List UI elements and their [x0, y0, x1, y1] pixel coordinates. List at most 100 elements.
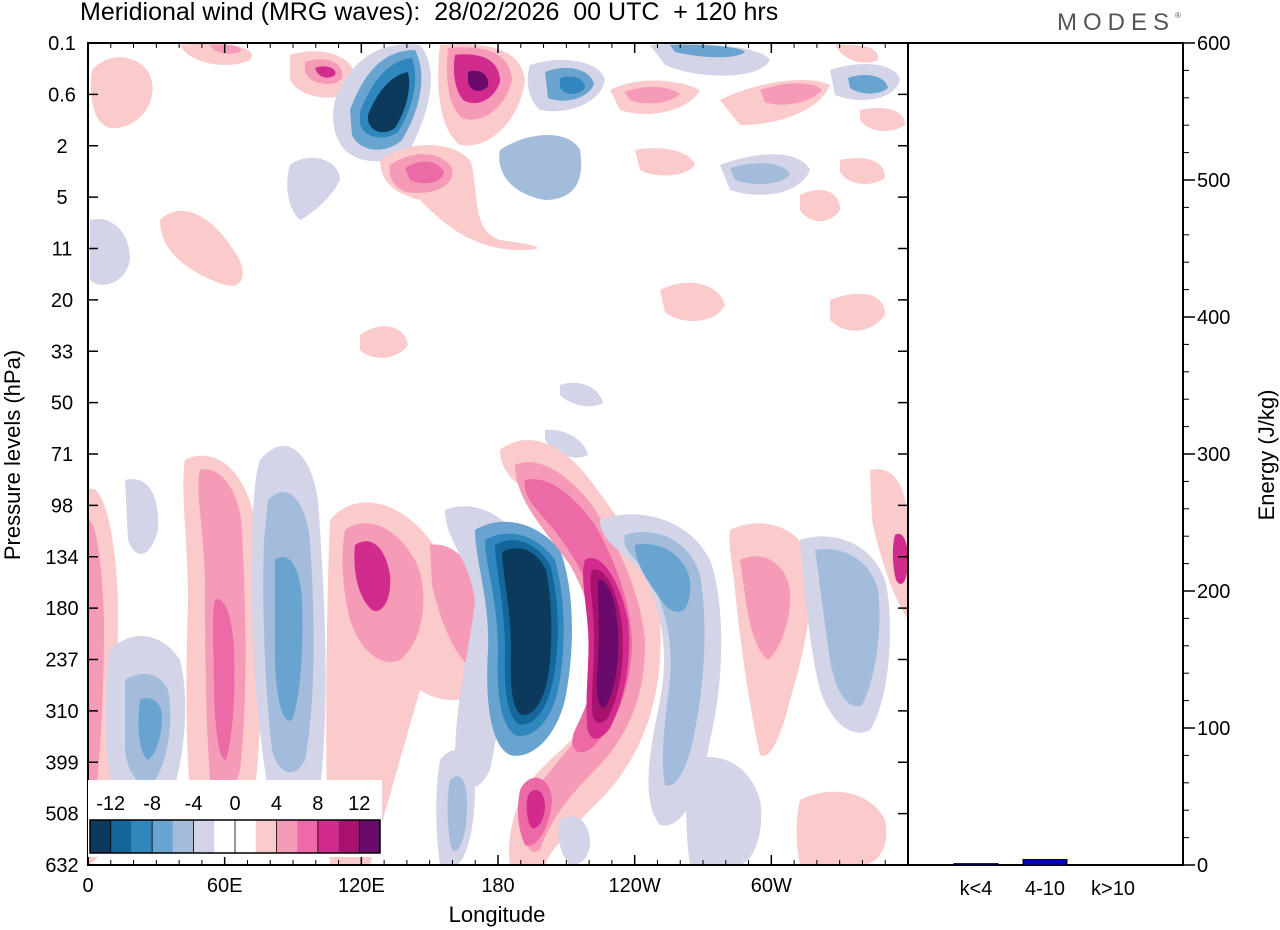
contour-region — [796, 791, 887, 865]
colorbar-tick-label: -8 — [143, 793, 161, 815]
contour-region — [560, 76, 585, 94]
colorbar-tick-label: 0 — [229, 793, 240, 815]
contour-region — [635, 148, 695, 176]
contour-region — [354, 541, 391, 611]
pressure-tick-label: 134 — [45, 547, 78, 569]
energy-tick-label: 100 — [1197, 718, 1230, 740]
pressure-tick-label: 2 — [56, 136, 67, 158]
contour-region — [830, 293, 885, 331]
colorbar-tick-label: 12 — [348, 793, 370, 815]
energy-tick-label: 600 — [1197, 33, 1230, 55]
contour-region — [125, 479, 159, 554]
energy-bar-group: k<4 4-10 k>10 — [953, 859, 1135, 900]
registered-mark: ® — [1175, 11, 1181, 20]
contour-region — [835, 44, 879, 63]
pressure-axis-label: Pressure levels (hPa) — [0, 350, 25, 560]
pressure-tick-label: 20 — [51, 290, 73, 312]
contour-region — [160, 210, 243, 286]
colorbar-swatch — [359, 820, 380, 853]
longitude-tick-label: 60E — [207, 875, 243, 897]
contour-region — [90, 219, 130, 285]
energy-category-label: 4-10 — [1025, 878, 1065, 900]
contour-region — [686, 756, 762, 865]
contour-region — [405, 161, 444, 184]
pressure-tick-label: 71 — [51, 444, 73, 466]
contour-region — [287, 157, 340, 220]
colorbar: -12 -8 -4 0 4 8 12 — [88, 780, 382, 857]
energy-tick-label: 400 — [1197, 307, 1230, 329]
colorbar-swatch — [193, 820, 215, 853]
pressure-tick-label: 237 — [45, 650, 78, 672]
contour-region — [499, 135, 582, 200]
pressure-tick-label: 0.1 — [48, 33, 76, 55]
contour-region — [660, 282, 725, 322]
modes-logo: MODES® — [1057, 9, 1181, 37]
energy-axis: 0 100 200 300 400 500 600 — [1183, 33, 1230, 877]
contour-region — [860, 107, 905, 132]
contour-region — [635, 544, 691, 612]
colorbar-swatch — [90, 820, 111, 853]
contour-region — [360, 326, 408, 358]
contour-field — [88, 43, 908, 865]
colorbar-swatch — [317, 820, 339, 853]
energy-bar — [1022, 859, 1068, 866]
energy-category-label: k>10 — [1091, 878, 1135, 900]
pressure-tick-label: 11 — [52, 239, 73, 261]
contour-region — [502, 548, 552, 715]
colorbar-swatch — [338, 820, 360, 853]
longitude-tick-label: 0 — [82, 875, 93, 897]
colorbar-swatch — [255, 820, 277, 853]
pressure-tick-label: 310 — [45, 701, 78, 723]
contour-region — [558, 816, 590, 865]
contour-region — [447, 776, 468, 851]
contour-region — [840, 158, 885, 184]
contour-region — [892, 533, 908, 584]
contour-region — [800, 190, 840, 222]
longitude-tick-label: 120E — [338, 875, 385, 897]
contour-region — [210, 44, 241, 54]
contour-region — [213, 599, 235, 760]
colorbar-tick-label: -12 — [96, 793, 125, 815]
energy-tick-label: 0 — [1197, 855, 1208, 877]
contour-region — [90, 57, 153, 129]
logo-text: MODES — [1057, 9, 1176, 36]
contour-region — [138, 698, 162, 760]
contour-region — [275, 556, 303, 721]
colorbar-swatch — [110, 820, 132, 853]
pressure-tick-label: 632 — [45, 855, 78, 877]
energy-tick-label: 500 — [1197, 170, 1230, 192]
contour-region — [526, 789, 545, 829]
colorbar-swatch — [131, 820, 153, 853]
colorbar-tick-label: 4 — [271, 793, 282, 815]
colorbar-swatch — [172, 820, 194, 853]
energy-category-label: k<4 — [960, 878, 993, 900]
energy-tick-label: 200 — [1197, 581, 1230, 603]
colorbar-tick-label: -4 — [185, 793, 203, 815]
longitude-axis: 0 60E 120E 180 120W 60W — [82, 43, 886, 897]
chart-title: Meridional wind (MRG waves): 28/02/2026 … — [80, 0, 779, 26]
contour-region — [315, 66, 336, 78]
pressure-tick-label: 50 — [51, 393, 73, 415]
pressure-tick-label: 180 — [45, 598, 78, 620]
contour-region — [815, 548, 880, 707]
contour-region — [625, 86, 680, 104]
contour-region — [560, 382, 603, 407]
colorbar-swatch — [214, 820, 235, 853]
energy-tick-label: 300 — [1197, 444, 1230, 466]
contour-region — [515, 461, 646, 852]
colorbar-swatch — [297, 820, 318, 853]
colorbar-tick-label: 8 — [312, 793, 323, 815]
pressure-tick-label: 5 — [56, 187, 67, 209]
contour-region — [760, 83, 822, 105]
contour-region — [468, 70, 489, 91]
contour-region — [740, 556, 791, 660]
longitude-tick-label: 60W — [751, 875, 792, 897]
pressure-tick-label: 508 — [45, 804, 78, 826]
colorbar-swatch — [276, 820, 298, 853]
longitude-axis-label: Longitude — [449, 902, 546, 927]
colorbar-swatch — [235, 820, 256, 853]
pressure-tick-label: 33 — [51, 341, 73, 363]
contour-region — [596, 579, 619, 708]
pressure-tick-label: 399 — [45, 752, 78, 774]
